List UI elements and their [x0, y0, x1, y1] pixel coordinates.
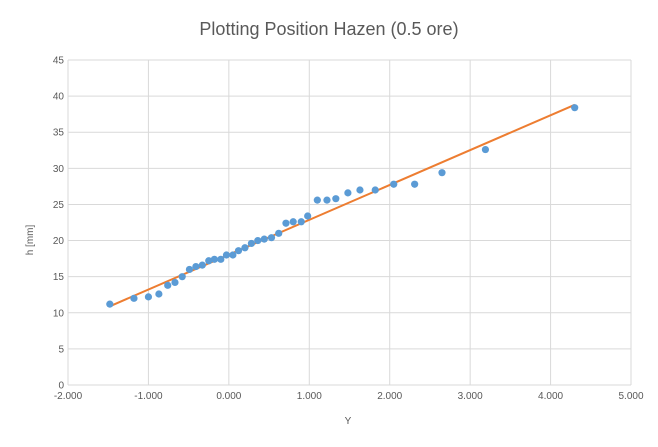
data-points [106, 104, 579, 308]
data-point [178, 273, 186, 281]
data-point [229, 251, 237, 259]
data-point [217, 255, 225, 263]
data-point [171, 278, 179, 287]
data-point [332, 195, 340, 203]
x-axis-label: Y [345, 416, 352, 427]
data-point [344, 189, 352, 197]
y-tick-label: 20 [53, 236, 65, 247]
data-point [297, 218, 305, 226]
x-tick-label: -1.000 [134, 391, 163, 402]
data-point [164, 281, 172, 289]
data-point [210, 255, 218, 263]
data-point [481, 145, 490, 154]
gridlines [67, 59, 632, 386]
y-tick-label: 0 [58, 381, 64, 392]
x-tick-label: 4.000 [538, 391, 563, 402]
chart-title: Plotting Position Hazen (0.5 ore) [199, 19, 458, 39]
data-point [254, 236, 262, 245]
y-tick-label: 40 [53, 92, 65, 103]
y-tick-label: 10 [53, 308, 65, 319]
data-point [438, 169, 446, 177]
trendline [109, 103, 576, 308]
data-point [411, 180, 419, 188]
trendline-group [109, 103, 576, 308]
data-point [371, 186, 379, 194]
y-tick-labels: 0 5 10 15 20 25 30 35 40 45 [53, 56, 65, 392]
data-point [205, 257, 213, 265]
data-point [106, 300, 114, 308]
data-point [260, 235, 268, 243]
y-tick-label: 45 [53, 56, 65, 67]
data-point [241, 244, 249, 252]
x-tick-label: 2.000 [377, 391, 402, 402]
data-point [282, 219, 290, 227]
x-tick-labels: -2.000 -1.000 0.000 1.000 2.000 3.000 4.000 5.0… [54, 391, 644, 402]
x-tick-label: 3.000 [458, 391, 483, 402]
y-tick-label: 25 [53, 200, 65, 211]
data-point [130, 294, 138, 302]
y-tick-label: 35 [53, 128, 65, 139]
data-point [198, 261, 206, 269]
data-point [247, 239, 255, 248]
data-point [356, 186, 364, 194]
x-tick-label: 0.000 [216, 391, 241, 402]
data-point [275, 229, 283, 237]
data-point [390, 180, 398, 188]
x-tick-label: -2.000 [54, 391, 83, 402]
y-tick-label: 5 [58, 344, 64, 355]
data-point [313, 196, 321, 204]
y-axis-label: h [mm] [25, 225, 36, 256]
x-tick-label: 5.000 [618, 391, 643, 402]
x-tick-label: 1.000 [297, 391, 322, 402]
data-point [192, 262, 200, 271]
data-point [289, 218, 297, 226]
data-point [144, 293, 153, 301]
data-point [267, 234, 276, 242]
data-point [304, 212, 312, 220]
data-point [234, 247, 243, 255]
y-tick-label: 30 [53, 164, 65, 175]
data-point [155, 290, 163, 298]
data-point [222, 251, 231, 259]
y-tick-label: 15 [53, 272, 65, 283]
data-point [323, 196, 331, 204]
data-point [571, 104, 579, 112]
data-point [185, 265, 194, 274]
